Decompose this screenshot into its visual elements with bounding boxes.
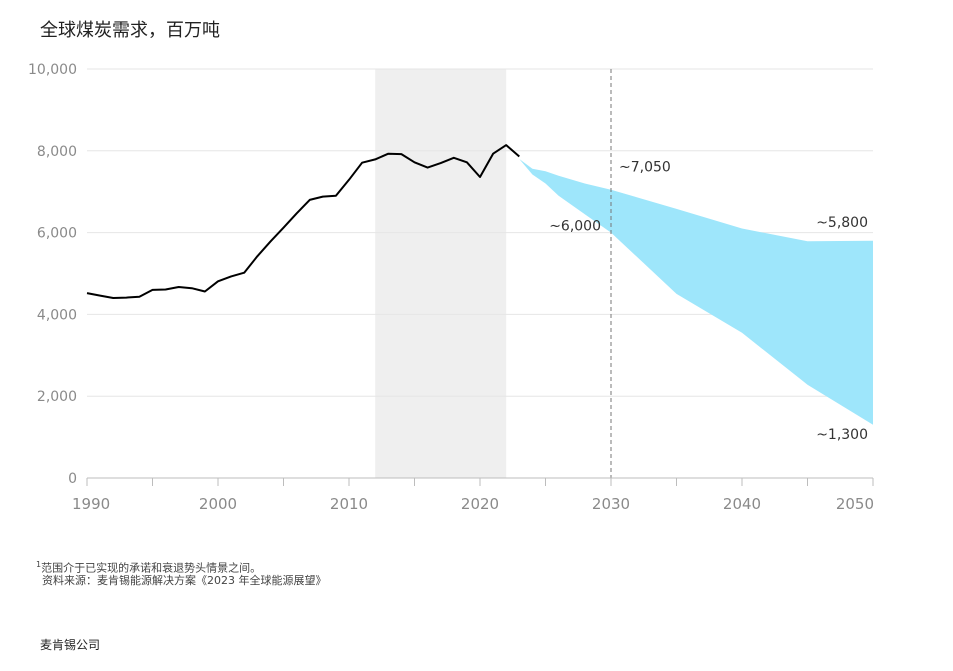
y-tick-label: 4,000 (37, 307, 77, 323)
footnote-marker: 1 (36, 560, 42, 569)
x-tick-label: 2000 (199, 495, 237, 513)
value-annotation: ~5,800 (816, 215, 868, 231)
x-tick-label: 2020 (461, 495, 499, 513)
footnote: 1范围介于已实现的承诺和衰退势头情景之间。 (36, 558, 261, 576)
chart-title: 全球煤炭需求，百万吨 (40, 20, 220, 41)
y-tick-label: 10,000 (28, 62, 77, 78)
y-tick-label: 6,000 (37, 226, 77, 242)
x-tick-label: 1990 (72, 495, 110, 513)
x-tick-label: 2040 (723, 495, 761, 513)
source-note: 资料来源：麦肯锡能源解决方案《2023 年全球能源展望》 (42, 574, 327, 587)
historical-demand-line (86, 144, 520, 299)
value-annotation: ~1,300 (816, 427, 868, 443)
highlight-period-band (375, 69, 507, 478)
footnote-text: 范围介于已实现的承诺和衰退势头情景之间。 (41, 561, 262, 575)
x-tick-label: 2050 (836, 495, 874, 513)
y-tick-label: 8,000 (37, 144, 77, 160)
y-tick-label: 2,000 (37, 389, 77, 405)
brand-name: 麦肯锡公司 (40, 638, 101, 652)
x-tick-label: 2010 (330, 495, 368, 513)
value-annotation: ~6,000 (549, 219, 601, 235)
projection-range-area (519, 159, 873, 425)
value-annotation: ~7,050 (619, 160, 671, 176)
y-tick-label: 0 (68, 471, 77, 487)
x-tick-label: 2030 (592, 495, 630, 513)
